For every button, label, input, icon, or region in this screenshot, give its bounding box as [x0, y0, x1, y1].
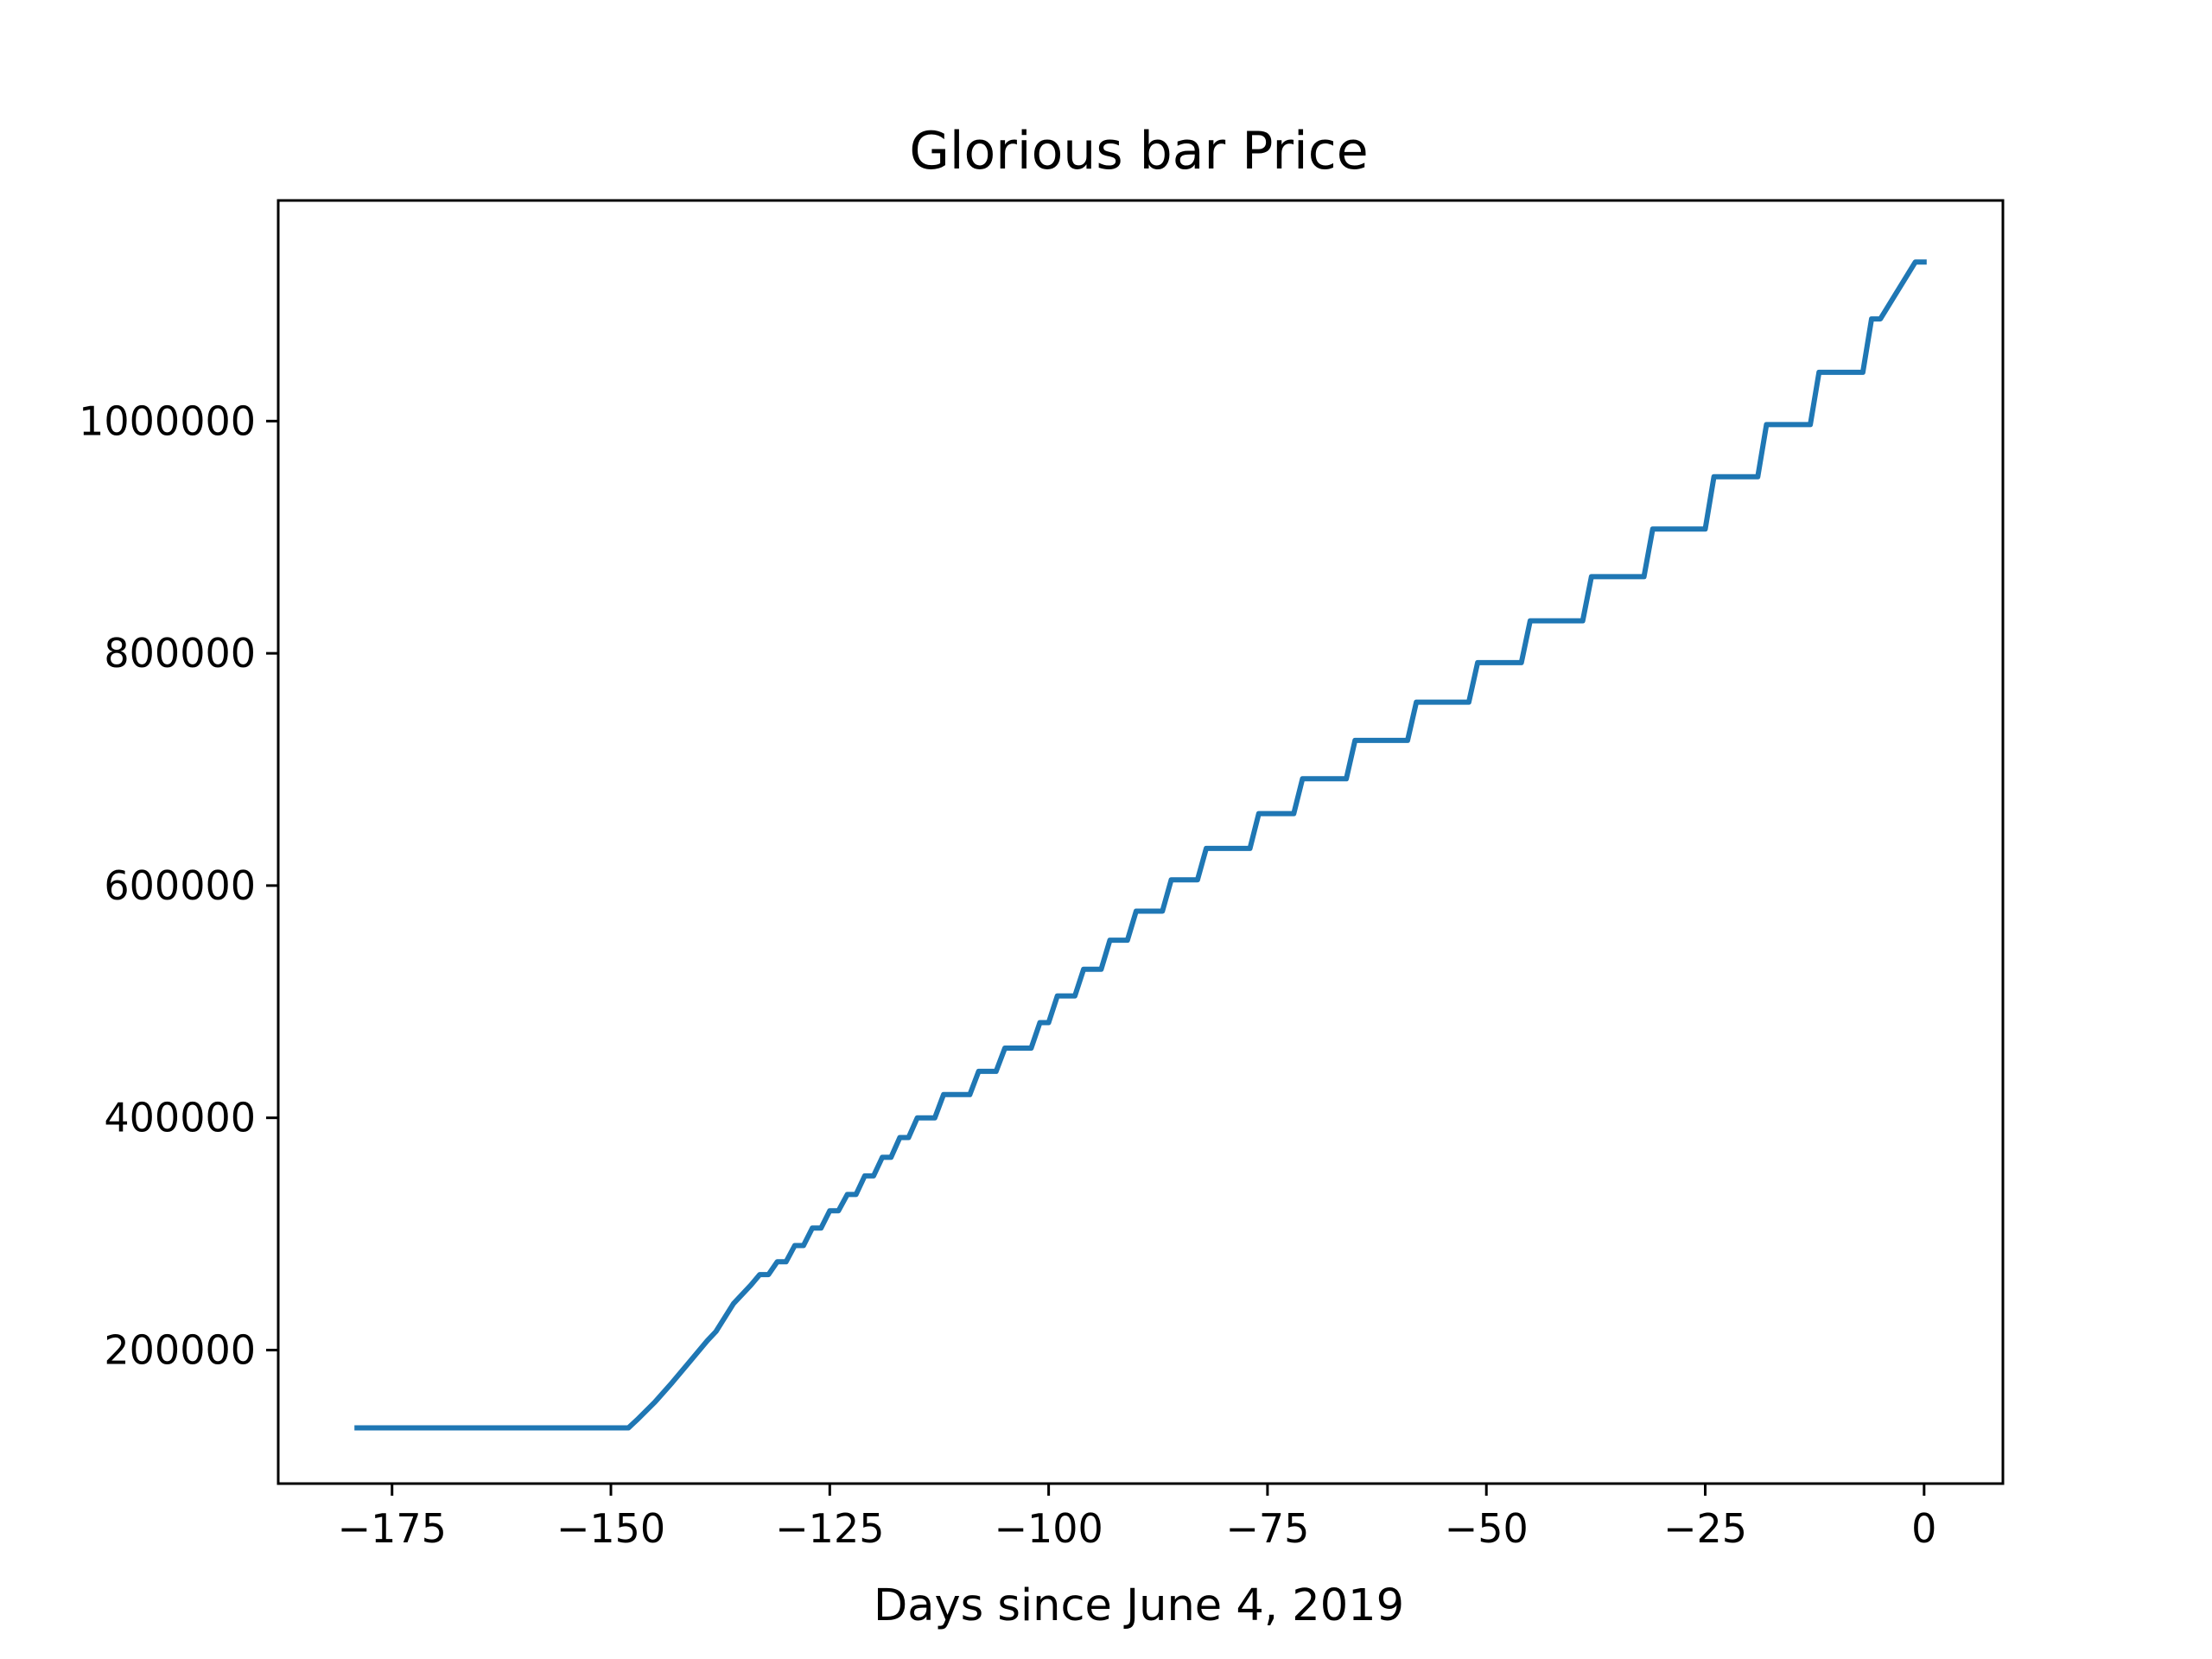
x-tick-label: −25	[1663, 1505, 1747, 1552]
x-tick-label: −75	[1225, 1505, 1309, 1552]
y-axis-ticks: 200000 400000 600000 800000 1000000	[79, 397, 278, 1373]
series-line	[354, 259, 1927, 1431]
plot-area-frame	[276, 199, 2005, 1485]
x-tick-label: −50	[1445, 1505, 1529, 1552]
x-tick-label: −100	[994, 1505, 1103, 1552]
x-tick-label: −175	[338, 1505, 447, 1552]
y-tick-label: 400000	[104, 1095, 256, 1141]
x-tick-label: −125	[775, 1505, 884, 1552]
chart-title: Glorious bar Price	[909, 121, 1368, 181]
x-axis-label: Days since June 4, 2019	[874, 1580, 1404, 1631]
y-tick-label: 800000	[104, 630, 256, 677]
x-tick-label: −150	[556, 1505, 665, 1552]
y-tick-label: 600000	[104, 862, 256, 909]
x-axis-ticks: −175 −150 −125 −100 −75 −50 −25 0	[338, 1484, 1936, 1552]
y-tick-label: 200000	[104, 1326, 256, 1373]
x-tick-label: 0	[1911, 1505, 1936, 1552]
y-tick-label: 1000000	[79, 397, 256, 444]
